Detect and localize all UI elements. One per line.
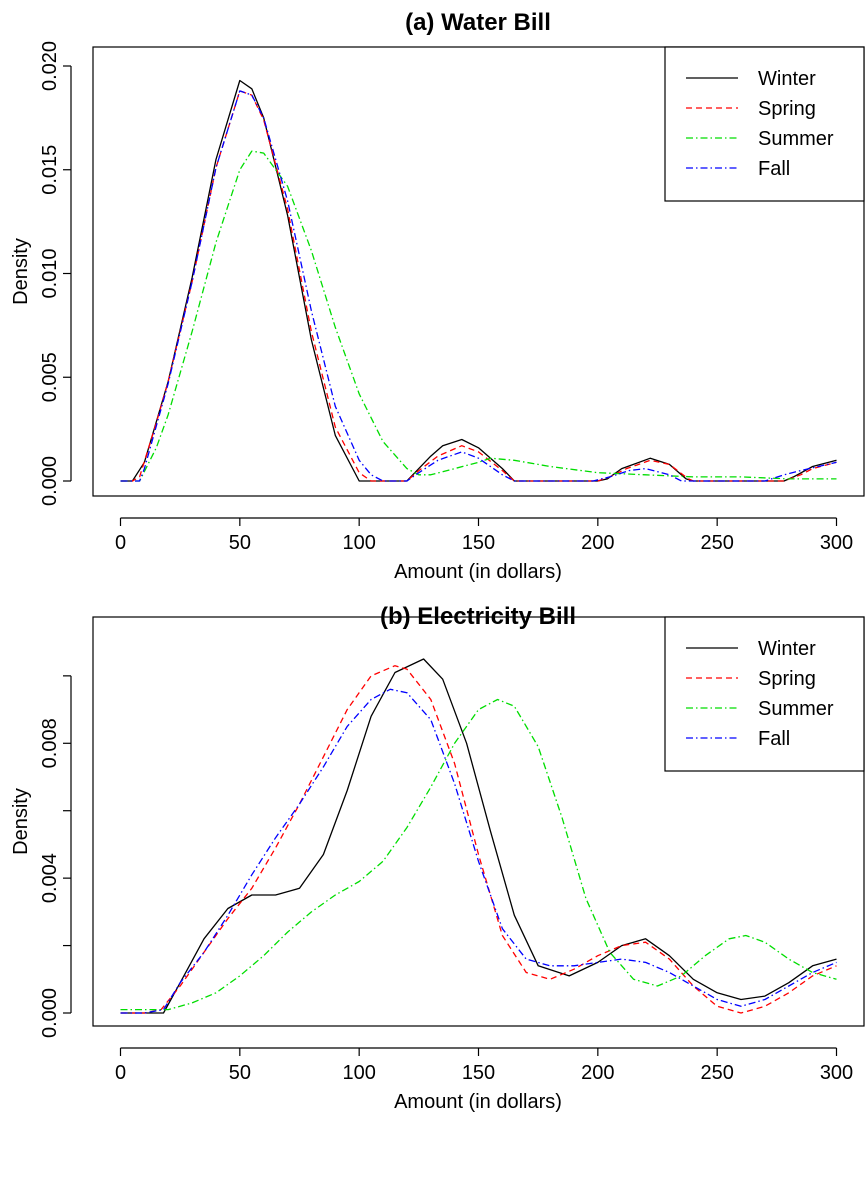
x-tick-label: 0	[115, 532, 126, 554]
y-axis-label: Density	[10, 238, 32, 305]
y-tick-label: 0.020	[39, 41, 61, 91]
legend-label-winter: Winter	[758, 68, 816, 90]
series-line-spring	[120, 90, 837, 482]
legend-frame	[664, 616, 865, 772]
plot-frame	[92, 616, 865, 1027]
x-tick-label: 150	[462, 532, 495, 554]
y-tick-label: 0.015	[39, 145, 61, 195]
y-tick-label: 0.000	[39, 988, 61, 1038]
chart-panel-1: (a) Water Bill 0 50 100 150 200 250 300 Amount (…	[10, 9, 865, 583]
x-tick-label: 200	[581, 1062, 614, 1084]
y-tick-label: 0.000	[39, 456, 61, 506]
chart-title: (a) Water Bill	[405, 9, 551, 36]
x-tick-label: 250	[700, 532, 733, 554]
legend-label-summer: Summer	[758, 128, 834, 150]
legend-label-spring: Spring	[758, 668, 816, 690]
legend-label-fall: Fall	[758, 728, 790, 750]
series-line-fall	[120, 688, 837, 1014]
x-tick-label: 250	[700, 1062, 733, 1084]
y-tick-label: 0.008	[39, 718, 61, 768]
x-tick-label: 100	[342, 532, 375, 554]
x-tick-label: 200	[581, 532, 614, 554]
series-line-spring	[120, 665, 837, 1014]
legend-frame	[664, 46, 865, 202]
series-line-fall	[120, 90, 837, 482]
x-axis-label: Amount (in dollars)	[394, 1091, 562, 1113]
legend-label-fall: Fall	[758, 158, 790, 180]
y-tick-label: 0.005	[39, 352, 61, 402]
x-tick-label: 300	[820, 1062, 853, 1084]
x-tick-label: 50	[229, 532, 251, 554]
legend: Winter Spring Summer Fall	[664, 46, 865, 202]
series-line-winter	[120, 658, 837, 1014]
series-line-summer	[120, 150, 837, 482]
legend-label-spring: Spring	[758, 98, 816, 120]
y-tick-label: 0.004	[39, 853, 61, 903]
x-tick-label: 300	[820, 532, 853, 554]
legend-label-winter: Winter	[758, 638, 816, 660]
y-tick-label: 0.010	[39, 248, 61, 298]
x-tick-label: 0	[115, 1062, 126, 1084]
y-axis-label: Density	[10, 788, 32, 855]
x-tick-label: 50	[229, 1062, 251, 1084]
plot-frame	[92, 46, 865, 497]
series-line-summer	[120, 698, 837, 1011]
x-axis-label: Amount (in dollars)	[394, 561, 562, 583]
legend-label-summer: Summer	[758, 698, 834, 720]
legend: Winter Spring Summer Fall	[664, 616, 865, 772]
x-tick-label: 150	[462, 1062, 495, 1084]
x-tick-label: 100	[342, 1062, 375, 1084]
